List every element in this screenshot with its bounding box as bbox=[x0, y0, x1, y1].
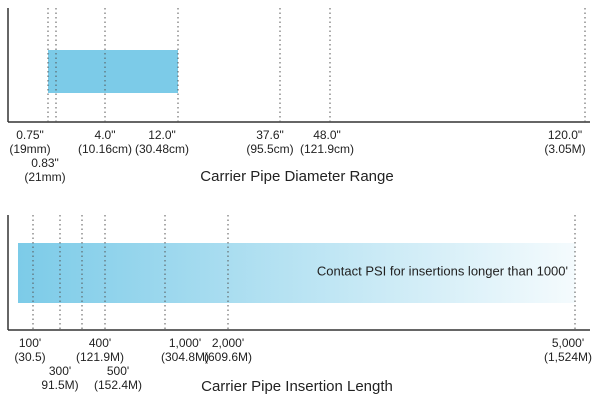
tick-metric: (3.05M) bbox=[544, 142, 585, 156]
tick-metric: (121.9cm) bbox=[300, 142, 354, 156]
tick-metric: (1,524M) bbox=[544, 350, 592, 364]
tick-label: 500' bbox=[107, 364, 129, 378]
tick-metric: (609.6M) bbox=[204, 350, 252, 364]
annotation: Contact PSI for insertions longer than 1… bbox=[317, 263, 568, 278]
range-bar bbox=[48, 50, 178, 93]
range-bar bbox=[18, 243, 575, 303]
tick-label: 4.0" bbox=[95, 128, 116, 142]
tick-label: 300' bbox=[49, 364, 71, 378]
tick-metric: (30.48cm) bbox=[135, 142, 189, 156]
tick-metric: (95.5cm) bbox=[246, 142, 293, 156]
tick-metric: (10.16cm) bbox=[78, 142, 132, 156]
tick-metric: 91.5M) bbox=[41, 378, 78, 392]
tick-label: 48.0" bbox=[313, 128, 341, 142]
tick-label: 12.0" bbox=[148, 128, 176, 142]
tick-label: 400' bbox=[89, 336, 111, 350]
chart-title: Carrier Pipe Insertion Length bbox=[201, 378, 393, 395]
tick-metric: (304.8M) bbox=[161, 350, 209, 364]
tick-metric: (21mm) bbox=[24, 170, 65, 184]
tick-metric: (121.9M) bbox=[76, 350, 124, 364]
tick-metric: (19mm) bbox=[9, 142, 50, 156]
tick-label: 100' bbox=[19, 336, 41, 350]
tick-label: 1,000' bbox=[169, 336, 201, 350]
tick-label: 37.6" bbox=[256, 128, 284, 142]
chart-title: Carrier Pipe Diameter Range bbox=[200, 168, 393, 185]
tick-metric: (30.5) bbox=[14, 350, 45, 364]
tick-label: 2,000' bbox=[212, 336, 244, 350]
tick-label: 0.83" bbox=[31, 156, 59, 170]
tick-metric: (152.4M) bbox=[94, 378, 142, 392]
tick-label: 0.75" bbox=[16, 128, 44, 142]
tick-label: 5,000' bbox=[552, 336, 584, 350]
tick-label: 120.0" bbox=[548, 128, 582, 142]
